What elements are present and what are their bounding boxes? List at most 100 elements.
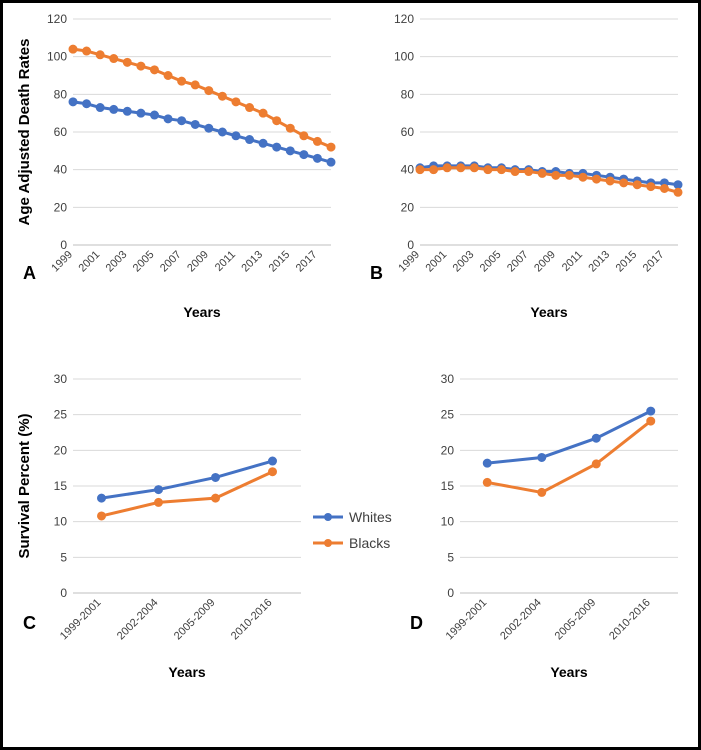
ytick-label: 100 bbox=[47, 50, 67, 64]
panel-B: 0204060801001201999200120032005200720092… bbox=[358, 13, 688, 323]
series-marker-whites bbox=[313, 154, 321, 162]
series-marker-blacks bbox=[620, 179, 628, 187]
series-marker-whites bbox=[269, 457, 277, 465]
ytick-label: 30 bbox=[441, 373, 455, 386]
series-marker-blacks bbox=[232, 98, 240, 106]
series-marker-blacks bbox=[123, 58, 131, 66]
series-marker-blacks bbox=[660, 185, 668, 193]
series-marker-blacks bbox=[633, 181, 641, 189]
series-marker-blacks bbox=[416, 166, 424, 174]
series-marker-blacks bbox=[212, 494, 220, 502]
series-marker-blacks bbox=[511, 168, 519, 176]
series-marker-whites bbox=[98, 494, 106, 502]
panel-letter: A bbox=[23, 263, 36, 283]
y-axis-title: Survival Percent (%) bbox=[16, 413, 33, 558]
series-marker-blacks bbox=[483, 478, 491, 486]
series-marker-whites bbox=[218, 128, 226, 136]
series-marker-whites bbox=[538, 453, 546, 461]
series-marker-blacks bbox=[443, 164, 451, 172]
xtick-label: 2015 bbox=[614, 249, 640, 275]
panel-letter: B bbox=[370, 263, 383, 283]
series-line-blacks bbox=[487, 421, 651, 492]
ytick-label: 20 bbox=[401, 200, 415, 214]
panel-container-A: 0204060801001201999200120032005200720092… bbox=[11, 13, 341, 323]
series-marker-blacks bbox=[579, 173, 587, 181]
series-marker-blacks bbox=[538, 488, 546, 496]
series-marker-blacks bbox=[69, 45, 77, 53]
xtick-label: 2007 bbox=[505, 249, 531, 275]
xtick-label: 2003 bbox=[451, 249, 477, 275]
series-marker-blacks bbox=[83, 47, 91, 55]
series-marker-whites bbox=[178, 117, 186, 125]
series-marker-whites bbox=[191, 120, 199, 128]
series-marker-blacks bbox=[273, 117, 281, 125]
ytick-label: 100 bbox=[394, 50, 414, 64]
series-marker-blacks bbox=[647, 417, 655, 425]
xtick-label: 1999 bbox=[49, 249, 75, 275]
ytick-label: 80 bbox=[401, 87, 415, 101]
series-marker-blacks bbox=[137, 62, 145, 70]
series-marker-whites bbox=[300, 151, 308, 159]
xtick-label: 1999-2001 bbox=[58, 597, 104, 643]
series-marker-blacks bbox=[606, 177, 614, 185]
ytick-label: 25 bbox=[441, 408, 455, 422]
series-marker-whites bbox=[232, 132, 240, 140]
series-marker-whites bbox=[674, 181, 682, 189]
ytick-label: 80 bbox=[54, 87, 68, 101]
panel-letter: D bbox=[410, 613, 423, 633]
ytick-label: 40 bbox=[401, 163, 415, 177]
panel-container-D: 0510152025301999-20012002-20042005-20092… bbox=[398, 373, 688, 683]
series-marker-whites bbox=[96, 104, 104, 112]
ytick-label: 15 bbox=[441, 479, 455, 493]
x-axis-title: Years bbox=[530, 304, 568, 320]
xtick-label: 2001 bbox=[423, 249, 449, 275]
series-marker-blacks bbox=[674, 188, 682, 196]
series-marker-blacks bbox=[96, 51, 104, 59]
ytick-label: 15 bbox=[54, 479, 68, 493]
panel-container-B: 0204060801001201999200120032005200720092… bbox=[358, 13, 688, 323]
ytick-label: 120 bbox=[47, 13, 67, 26]
ytick-label: 0 bbox=[60, 586, 67, 600]
ytick-label: 60 bbox=[54, 125, 68, 139]
series-marker-blacks bbox=[647, 183, 655, 191]
series-marker-blacks bbox=[484, 166, 492, 174]
xtick-label: 2009 bbox=[532, 249, 558, 275]
ytick-label: 20 bbox=[441, 443, 455, 457]
series-marker-blacks bbox=[497, 166, 505, 174]
xtick-label: 1999 bbox=[396, 249, 422, 275]
ytick-label: 60 bbox=[401, 125, 415, 139]
ytick-label: 10 bbox=[54, 515, 68, 529]
series-marker-whites bbox=[212, 473, 220, 481]
series-marker-blacks bbox=[457, 164, 465, 172]
xtick-label: 2010-2016 bbox=[229, 597, 275, 643]
x-axis-title: Years bbox=[550, 664, 588, 680]
ytick-label: 5 bbox=[447, 550, 454, 564]
xtick-label: 2009 bbox=[185, 249, 211, 275]
xtick-label: 2013 bbox=[586, 249, 612, 275]
ytick-label: 10 bbox=[441, 515, 455, 529]
panel-A: 0204060801001201999200120032005200720092… bbox=[11, 13, 341, 323]
series-marker-blacks bbox=[155, 498, 163, 506]
legend-container: WhitesBlacks bbox=[311, 503, 401, 563]
series-marker-whites bbox=[592, 434, 600, 442]
series-marker-blacks bbox=[259, 109, 267, 117]
x-axis-title: Years bbox=[168, 664, 206, 680]
ytick-label: 5 bbox=[60, 550, 67, 564]
figure-frame: 0204060801001201999200120032005200720092… bbox=[0, 0, 701, 750]
series-marker-blacks bbox=[191, 81, 199, 89]
series-marker-whites bbox=[69, 98, 77, 106]
legend-marker-whites bbox=[324, 513, 332, 521]
series-marker-whites bbox=[483, 459, 491, 467]
legend-label: Blacks bbox=[349, 535, 390, 551]
series-marker-whites bbox=[246, 136, 254, 144]
series-marker-whites bbox=[110, 105, 118, 113]
series-marker-blacks bbox=[205, 87, 213, 95]
series-marker-whites bbox=[286, 147, 294, 155]
ytick-label: 0 bbox=[447, 586, 454, 600]
xtick-label: 1999-2001 bbox=[444, 597, 490, 643]
x-axis-title: Years bbox=[183, 304, 221, 320]
xtick-label: 2005 bbox=[131, 249, 157, 275]
series-marker-blacks bbox=[552, 171, 560, 179]
xtick-label: 2013 bbox=[239, 249, 265, 275]
xtick-label: 2017 bbox=[641, 249, 667, 275]
